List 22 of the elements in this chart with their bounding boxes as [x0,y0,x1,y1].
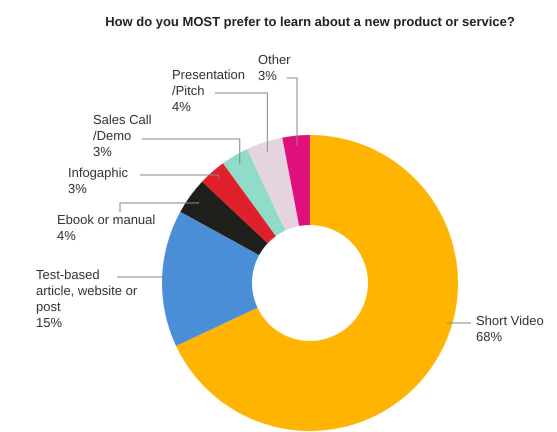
data-label: 68% [476,329,502,344]
data-label: 3% [93,144,112,159]
donut-slice [162,212,260,346]
slice-label: Ebook or manual [57,212,156,227]
data-label: 3% [258,68,278,83]
data-label: 3% [68,181,88,196]
slice-label: Sales Call /Demo [93,112,152,143]
donut-slice [202,163,276,244]
chart-title: How do you MOST prefer to learn about a new product or service? [105,14,515,29]
donut-slice [282,135,310,226]
data-label: 4% [57,228,76,243]
slice-label: Presentation /Pitch [172,67,245,98]
slice-label: Other [258,52,292,67]
slice-label: Short Video [476,313,544,328]
slice-label: Infogaphic [68,165,128,180]
donut-slice [246,138,300,231]
donut-slice [176,135,458,431]
slice-label: Test-based article, website or post [36,267,138,314]
donut-slice [223,149,286,236]
donut-slice [180,182,268,256]
data-label: 4% [172,99,192,114]
data-label: 15% [36,315,62,330]
